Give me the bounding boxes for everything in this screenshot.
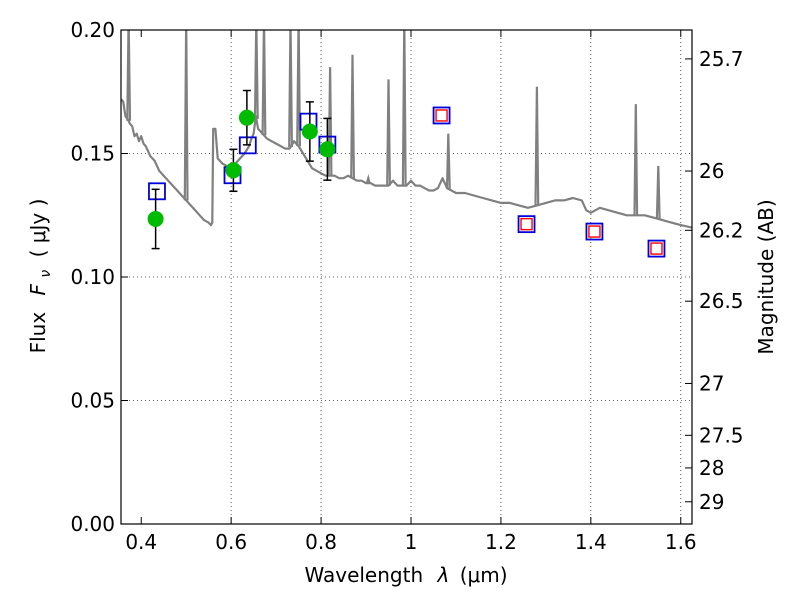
y2-tick-label: 25.7 bbox=[699, 47, 744, 71]
x-tick-label: 1.4 bbox=[575, 530, 607, 554]
plot-area bbox=[121, 30, 692, 258]
emission-line-spike bbox=[296, 30, 301, 147]
y-axis-title: Flux F ν ( μJy ) bbox=[26, 199, 55, 354]
emission-line-spike bbox=[386, 79, 391, 186]
emission-line-spike bbox=[327, 67, 333, 176]
predicted-inner-square bbox=[435, 109, 448, 122]
emission-line-spike bbox=[253, 30, 259, 119]
model-spectrum-line bbox=[121, 98, 692, 229]
y2-tick-label: 28 bbox=[699, 456, 724, 480]
predicted-outer-square bbox=[517, 215, 536, 234]
emission-line-spike bbox=[445, 133, 451, 189]
observed-flux-point bbox=[238, 109, 255, 126]
axis-ticks bbox=[121, 29, 692, 525]
emission-line-spike bbox=[288, 30, 293, 148]
x-tick-label: 1.6 bbox=[665, 530, 697, 554]
emission-line-spike bbox=[633, 104, 639, 216]
predicted-outer-square bbox=[432, 106, 451, 125]
predicted-inner-square bbox=[650, 242, 663, 255]
x-tick-label: 0.6 bbox=[215, 530, 247, 554]
predicted-inner-square bbox=[588, 225, 601, 238]
y2-axis-title: Magnitude (AB) bbox=[754, 199, 778, 354]
x-tick-label: 1 bbox=[405, 530, 418, 554]
emission-line-spike bbox=[126, 30, 132, 121]
observed-flux-point bbox=[319, 141, 336, 158]
emission-line-spike bbox=[183, 30, 189, 201]
observed-flux-point bbox=[301, 123, 318, 140]
y-tick-label: 0.05 bbox=[70, 389, 115, 413]
model-photometry-square bbox=[148, 182, 166, 201]
y2-tick-label: 27.5 bbox=[699, 423, 744, 447]
predicted-inner-square bbox=[520, 217, 533, 231]
x-tick-label: 1.2 bbox=[485, 530, 517, 554]
y-tick-label: 0.15 bbox=[70, 142, 115, 166]
emission-line-spike bbox=[401, 30, 407, 186]
emission-line-spike bbox=[534, 86, 540, 206]
model-photometry-square bbox=[238, 136, 257, 155]
predicted-outer-square bbox=[585, 222, 604, 241]
emission-line-spike bbox=[655, 165, 661, 220]
x-tick-label: 0.4 bbox=[125, 530, 157, 554]
y2-tick-label: 29 bbox=[699, 490, 724, 514]
emission-line-spike bbox=[261, 30, 267, 136]
emission-line-spike bbox=[350, 54, 355, 179]
axis-tick-labels: 0.4 0.6 0.8 1 1.2 1.4 1.6 0.00 0.05 0.10 0.15 0.20 2… bbox=[70, 18, 743, 554]
x-axis-title: Wavelength λ (μm) bbox=[304, 563, 507, 587]
observed-flux-point bbox=[225, 162, 242, 179]
observed-flux-point bbox=[147, 210, 164, 227]
predicted-outer-square bbox=[647, 239, 666, 258]
y2-tick-label: 26.2 bbox=[699, 218, 744, 242]
y2-tick-label: 26 bbox=[699, 159, 724, 183]
x-tick-label: 0.8 bbox=[305, 530, 337, 554]
y2-tick-label: 27 bbox=[699, 371, 724, 395]
y-tick-label: 0.20 bbox=[70, 18, 115, 42]
y2-tick-label: 26.5 bbox=[699, 289, 744, 313]
y-tick-label: 0.00 bbox=[70, 512, 115, 536]
emission-line-spike bbox=[365, 174, 371, 184]
y-tick-label: 0.10 bbox=[70, 265, 115, 289]
